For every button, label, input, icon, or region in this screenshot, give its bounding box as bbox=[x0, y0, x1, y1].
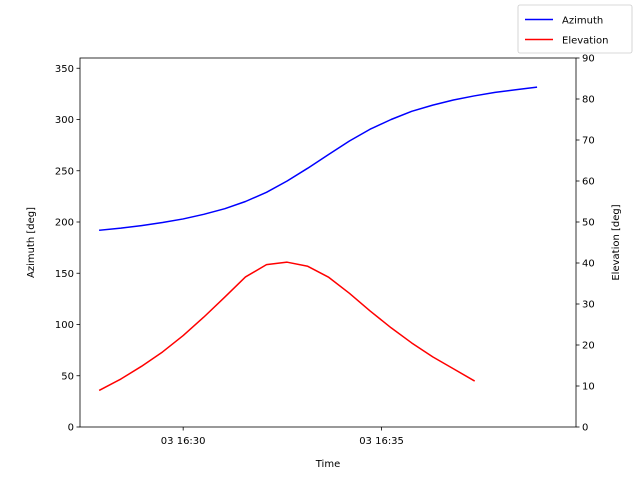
right-axis-tick-label: 40 bbox=[582, 259, 595, 270]
left-axis-tick-label: 300 bbox=[55, 115, 74, 126]
elevation-series-line bbox=[98, 261, 476, 392]
left-axis-tick-label: 0 bbox=[68, 423, 74, 434]
left-axis-tick-label: 50 bbox=[61, 371, 74, 382]
legend-elevation-label: Elevation bbox=[562, 36, 608, 47]
x-axis: 03 16:30 03 16:35 bbox=[161, 427, 404, 447]
x-axis-tick-label: 03 16:35 bbox=[359, 436, 404, 447]
right-axis-tick-label: 20 bbox=[582, 341, 595, 352]
right-axis-tick-label: 90 bbox=[582, 54, 595, 65]
right-axis: 0 10 20 30 40 50 60 70 80 90 bbox=[576, 54, 595, 434]
legend: Azimuth Elevation bbox=[517, 4, 633, 54]
right-axis-tick-label: 10 bbox=[582, 382, 595, 393]
left-axis-tick-label: 350 bbox=[55, 64, 74, 75]
plot-frame bbox=[79, 57, 577, 428]
left-axis: 0 50 100 150 200 250 300 350 bbox=[55, 64, 80, 434]
azimuth-series-line bbox=[99, 86, 538, 232]
left-axis-tick-label: 250 bbox=[55, 166, 74, 177]
right-axis-tick-label: 60 bbox=[582, 177, 595, 188]
right-axis-tick-label: 80 bbox=[582, 95, 595, 106]
left-axis-tick-label: 200 bbox=[55, 218, 74, 229]
plot-area bbox=[80, 58, 576, 427]
right-axis-tick-label: 0 bbox=[582, 423, 588, 434]
legend-azimuth-label: Azimuth bbox=[562, 16, 603, 27]
legend-box bbox=[517, 4, 633, 54]
x-axis-tick-label: 03 16:30 bbox=[161, 436, 206, 447]
series-layer bbox=[98, 86, 538, 392]
left-axis-tick-label: 150 bbox=[55, 269, 74, 280]
right-axis-tick-label: 30 bbox=[582, 300, 595, 311]
right-axis-tick-label: 70 bbox=[582, 136, 595, 147]
right-axis-title: Elevation [deg] bbox=[611, 204, 622, 280]
x-axis-title: Time bbox=[315, 459, 340, 470]
left-axis-tick-label: 100 bbox=[55, 320, 74, 331]
right-axis-tick-label: 50 bbox=[582, 218, 595, 229]
left-axis-title: Azimuth [deg] bbox=[26, 207, 37, 278]
